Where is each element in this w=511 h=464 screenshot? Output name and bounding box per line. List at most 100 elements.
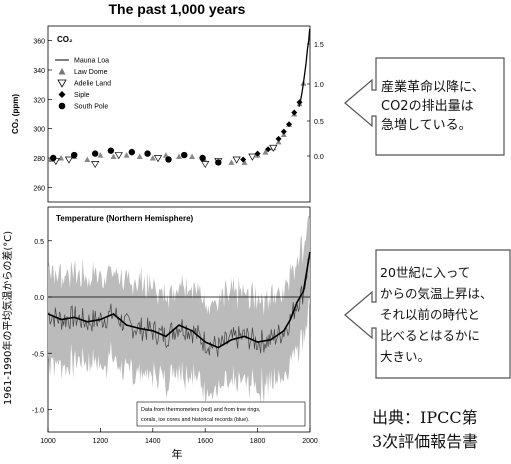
callout-temp-line: 20世紀に入って bbox=[380, 265, 471, 280]
law-dome-point bbox=[241, 159, 248, 165]
note-line: corals, ice cores and historical records… bbox=[141, 417, 249, 423]
x-axis-label: 年 bbox=[172, 447, 183, 461]
adelie-land-point bbox=[91, 161, 100, 169]
callout-co2-line: CO2の排出量は bbox=[381, 99, 474, 114]
south-pole-point bbox=[144, 150, 151, 157]
co2-right-tick-label: 0.0 bbox=[314, 154, 324, 161]
adelie-land-point bbox=[153, 155, 163, 163]
temp-panel-label: Temperature (Northern Hemisphere) bbox=[56, 214, 194, 223]
siple-point bbox=[254, 150, 261, 157]
law-dome-point bbox=[123, 152, 130, 158]
temp-y-axis-label: 1961-1990年の平均気温からの差(°C) bbox=[1, 231, 14, 405]
temp-y-ticks: -1.0 -0.5 0.0 0.5 bbox=[32, 239, 52, 415]
callout-arrow-co2 bbox=[344, 57, 505, 156]
south-pole-point bbox=[107, 147, 115, 154]
law-dome-point bbox=[110, 153, 117, 160]
co2-right-tick-label: 1.5 bbox=[314, 42, 324, 49]
south-pole-point bbox=[91, 150, 99, 157]
co2-right-ticks: 1.5 1.0 0.5 0.0 bbox=[307, 42, 324, 161]
callout-temp-line: からの気温上昇は、 bbox=[380, 286, 493, 301]
callout-temperature-text: 20世紀に入って からの気温上昇は、 それ以前の時代と 比べるとはるかに 大きい… bbox=[380, 262, 493, 367]
siple-point bbox=[275, 135, 282, 142]
co2-y-tick-label: 280 bbox=[33, 156, 45, 163]
temp-y-tick-label: -1.0 bbox=[32, 408, 44, 415]
adelie-land-point bbox=[248, 153, 257, 161]
data-source-note: Data from thermometers (red) and from tr… bbox=[141, 407, 261, 423]
siple-point bbox=[286, 121, 293, 128]
law-dome-point bbox=[228, 159, 235, 165]
law-dome-point bbox=[58, 155, 65, 161]
co2-right-tick-label: 0.5 bbox=[314, 119, 324, 126]
co2-y-tick-label: 340 bbox=[33, 68, 45, 75]
x-tick-label: 1200 bbox=[93, 438, 109, 445]
adelie-land-point bbox=[201, 161, 210, 169]
source-line: 出典：IPCC第 bbox=[372, 408, 478, 427]
co2-panel: CO₂ CO₂ (ppm) 260 280 300 320 340 360 1.5 1.0 0… bbox=[11, 25, 324, 203]
law-dome-point bbox=[189, 153, 196, 160]
co2-plot-frame bbox=[47, 25, 311, 203]
siple-point bbox=[240, 156, 247, 163]
x-tick-label: 1000 bbox=[40, 438, 56, 445]
temp-y-tick-label: -0.5 bbox=[32, 351, 44, 358]
siple-point bbox=[265, 146, 272, 153]
co2-data-points bbox=[47, 28, 311, 169]
legend-label: Mauna Loa bbox=[74, 58, 109, 65]
legend-swatch-diamond bbox=[58, 91, 66, 98]
law-dome-point bbox=[84, 156, 91, 162]
callout-co2-line: 急増している。 bbox=[381, 118, 472, 133]
south-pole-point bbox=[71, 151, 78, 159]
adelie-land-point bbox=[232, 156, 241, 164]
co2-y-tick-label: 260 bbox=[33, 185, 45, 192]
temp-uncertainty-band bbox=[48, 215, 310, 405]
legend-swatch-triangle bbox=[58, 68, 66, 75]
temp-y-tick-label: 0.5 bbox=[34, 239, 44, 246]
uncertainty-band bbox=[48, 215, 310, 405]
callout-co2-line: 産業革命以降に、 bbox=[381, 80, 485, 95]
temp-x-ticks: 1000 1200 1400 1600 1800 2000 bbox=[40, 428, 318, 445]
south-pole-point bbox=[199, 154, 206, 162]
co2-y-tick-label: 320 bbox=[33, 97, 45, 104]
co2-y-tick-label: 300 bbox=[33, 127, 45, 134]
south-pole-point bbox=[50, 154, 57, 162]
co2-panel-label: CO₂ bbox=[57, 35, 73, 44]
x-tick-label: 1800 bbox=[250, 438, 266, 445]
south-pole-point bbox=[215, 159, 222, 166]
legend-swatch-inverted-triangle bbox=[57, 79, 67, 88]
note-line: Data from thermometers (red) and from tr… bbox=[141, 407, 261, 413]
source-line: 3次評価報告書 bbox=[372, 432, 479, 451]
temp-y-tick-label: 0.0 bbox=[34, 295, 44, 302]
law-dome-point bbox=[149, 155, 156, 161]
x-tick-label: 1400 bbox=[145, 438, 161, 445]
law-dome-point bbox=[136, 153, 143, 160]
legend-label: Siple bbox=[74, 92, 90, 99]
legend-label: Adelie Land bbox=[74, 81, 111, 88]
note-box bbox=[136, 401, 306, 427]
chart-title: The past 1,000 years bbox=[109, 1, 246, 17]
source-citation: 出典：IPCC第 3次評価報告書 bbox=[372, 406, 478, 454]
co2-y-axis-label: CO₂ (ppm) bbox=[11, 94, 20, 134]
law-dome-point bbox=[162, 152, 169, 158]
adelie-land-point bbox=[114, 152, 123, 160]
legend-label: South Pole bbox=[74, 104, 108, 111]
co2-legend: Mauna Loa Law Dome Adelie Land Siple South P… bbox=[55, 58, 111, 111]
annual-temperature-line bbox=[47, 258, 311, 357]
co2-y-ticks: 260 280 300 320 340 360 bbox=[33, 39, 52, 192]
temperature-panel: Temperature (Northern Hemisphere) -1.0 -0… bbox=[1, 206, 318, 461]
callout-temp-line: それ以前の時代と bbox=[380, 307, 481, 322]
smoothed-temperature-line bbox=[47, 251, 311, 349]
callout-co2-text: 産業革命以降に、 CO2の排出量は 急増している。 bbox=[381, 78, 485, 135]
law-dome-point bbox=[97, 152, 104, 158]
adelie-land-point bbox=[269, 144, 278, 152]
callout-temp-line: 大きい。 bbox=[380, 349, 431, 364]
siple-point bbox=[291, 109, 298, 116]
temp-series bbox=[47, 251, 311, 357]
south-pole-point bbox=[165, 156, 172, 163]
south-pole-point bbox=[181, 151, 188, 159]
law-dome-point bbox=[262, 149, 269, 155]
legend-swatch-circle bbox=[58, 102, 66, 110]
co2-y-tick-label: 360 bbox=[33, 39, 45, 46]
siple-point bbox=[280, 128, 287, 135]
callout-arrow-temperature bbox=[344, 249, 511, 379]
callout-temp-line: 比べるとはるかに bbox=[380, 328, 481, 343]
